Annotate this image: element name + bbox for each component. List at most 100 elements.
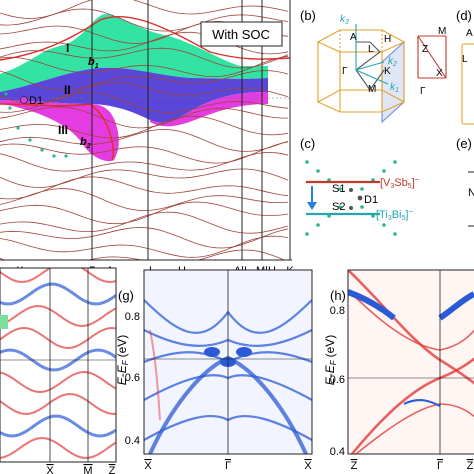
spectral-band [348, 289, 474, 351]
b2-label: b2 [80, 136, 91, 150]
region-I [0, 13, 268, 93]
spectral-feature [0, 437, 116, 459]
d1-label: D1 [29, 95, 43, 107]
cone-dot [338, 205, 342, 209]
g-y-axis: E-EF(eV) [115, 335, 130, 386]
spectral-band [149, 329, 161, 421]
bz-prism [316, 24, 447, 124]
band-line [0, 141, 289, 164]
band-line [0, 70, 289, 91]
panel-b-label: (b) [300, 8, 316, 23]
spectral-peak [204, 347, 220, 357]
h-x-ticks: Z Γ Z [351, 460, 474, 472]
svg-text:N: N [468, 187, 474, 199]
spectral-feature [0, 305, 116, 327]
panel-e-label: (e) [456, 136, 472, 151]
panel-h-plot [348, 270, 474, 454]
region-II [0, 67, 268, 123]
f-x-ticks: X M Z [46, 465, 115, 474]
svg-text:Γ: Γ [437, 460, 443, 472]
band-line [0, 55, 289, 77]
cone-dot [305, 160, 309, 164]
h-y-axis: E-EF(eV) [323, 335, 338, 386]
spectral-feature [0, 393, 116, 415]
svg-text:0.6: 0.6 [330, 374, 345, 386]
region-I-label: I [66, 41, 69, 55]
nodal-dot [28, 138, 32, 142]
g-y-ticks: 0.8 0.6 0.4 [125, 311, 140, 447]
nodal-dot [16, 126, 20, 130]
highlight-band [0, 15, 290, 61]
soc-box [200, 21, 283, 47]
d1-point [20, 96, 28, 104]
band-line [0, 128, 289, 152]
surface-points: S1 S2 D1 [332, 183, 378, 213]
svg-text:A: A [466, 28, 473, 39]
dirac-cone-dots [305, 160, 397, 236]
band-line [0, 0, 289, 19]
cone-dot [327, 214, 331, 218]
cone-dot [316, 223, 320, 227]
spectral-peak [236, 347, 252, 357]
nodal-dot [40, 148, 44, 152]
svg-text:M: M [368, 84, 376, 95]
svg-text:L: L [462, 54, 468, 65]
region-III-label: III [58, 123, 68, 137]
nodal-dot [8, 106, 12, 110]
cone-dot [338, 187, 342, 191]
v3sb5-label: [V3Sb5]− [380, 175, 420, 190]
band-structure [0, 0, 290, 260]
panel-g-label: (g) [118, 288, 134, 303]
svg-text:M: M [438, 26, 446, 37]
spectral-band [348, 289, 396, 321]
region-II-label: II [64, 83, 71, 97]
svg-text:0.4: 0.4 [125, 435, 140, 447]
panel-c-label: (c) [300, 136, 315, 151]
svg-text:X: X [304, 460, 312, 472]
cone-dot [382, 169, 386, 173]
svg-text:Γ: Γ [225, 460, 231, 472]
h-y-ticks: 0.8 0.6 0.4 [330, 305, 345, 458]
soc-label: With SOC [212, 27, 270, 42]
band-line [0, 91, 289, 114]
svg-text:M: M [83, 465, 92, 474]
nodal-dot [4, 92, 8, 96]
band-line [0, 176, 289, 200]
cone-dot [305, 232, 309, 236]
spectral-band [403, 399, 441, 407]
cone-dot [393, 232, 397, 236]
svg-text:A: A [350, 32, 357, 43]
ti3bi5-label: [Ti3Bi5]− [376, 207, 413, 222]
k-vector-labels: k3 k2 k1 [340, 14, 399, 94]
bz-points: A L H Γ M K Z M X Γ [342, 26, 446, 97]
band-line [0, 227, 289, 249]
panel-h-label: (h) [330, 288, 346, 303]
b1-label: b1 [88, 56, 99, 70]
svg-text:Z: Z [422, 44, 428, 55]
band-line [0, 235, 289, 258]
svg-text:Z: Z [467, 460, 474, 472]
spectral-feature [0, 414, 116, 438]
svg-text:k2: k2 [388, 56, 397, 68]
cone-dot [393, 160, 397, 164]
svg-text:Γ: Γ [420, 86, 426, 97]
band-line [0, 168, 289, 188]
nodal-dot [64, 154, 68, 158]
panel-a [0, 0, 290, 260]
svg-text:K: K [384, 66, 391, 77]
svg-text:L: L [368, 44, 374, 55]
cone-dot [371, 214, 375, 218]
svg-text:k1: k1 [390, 82, 399, 94]
svg-text:0.4: 0.4 [330, 446, 345, 458]
svg-text:S1: S1 [332, 183, 345, 195]
spectral-feature [0, 326, 116, 350]
spectral-feature [0, 370, 116, 394]
svg-text:0.8: 0.8 [330, 305, 345, 317]
g-x-ticks: X Γ X [144, 460, 312, 472]
panel-d-label: (d) [456, 8, 472, 23]
band-line [0, 115, 289, 139]
band-line [0, 8, 289, 32]
spectral-band [350, 357, 474, 454]
svg-text:0.8: 0.8 [125, 311, 140, 323]
